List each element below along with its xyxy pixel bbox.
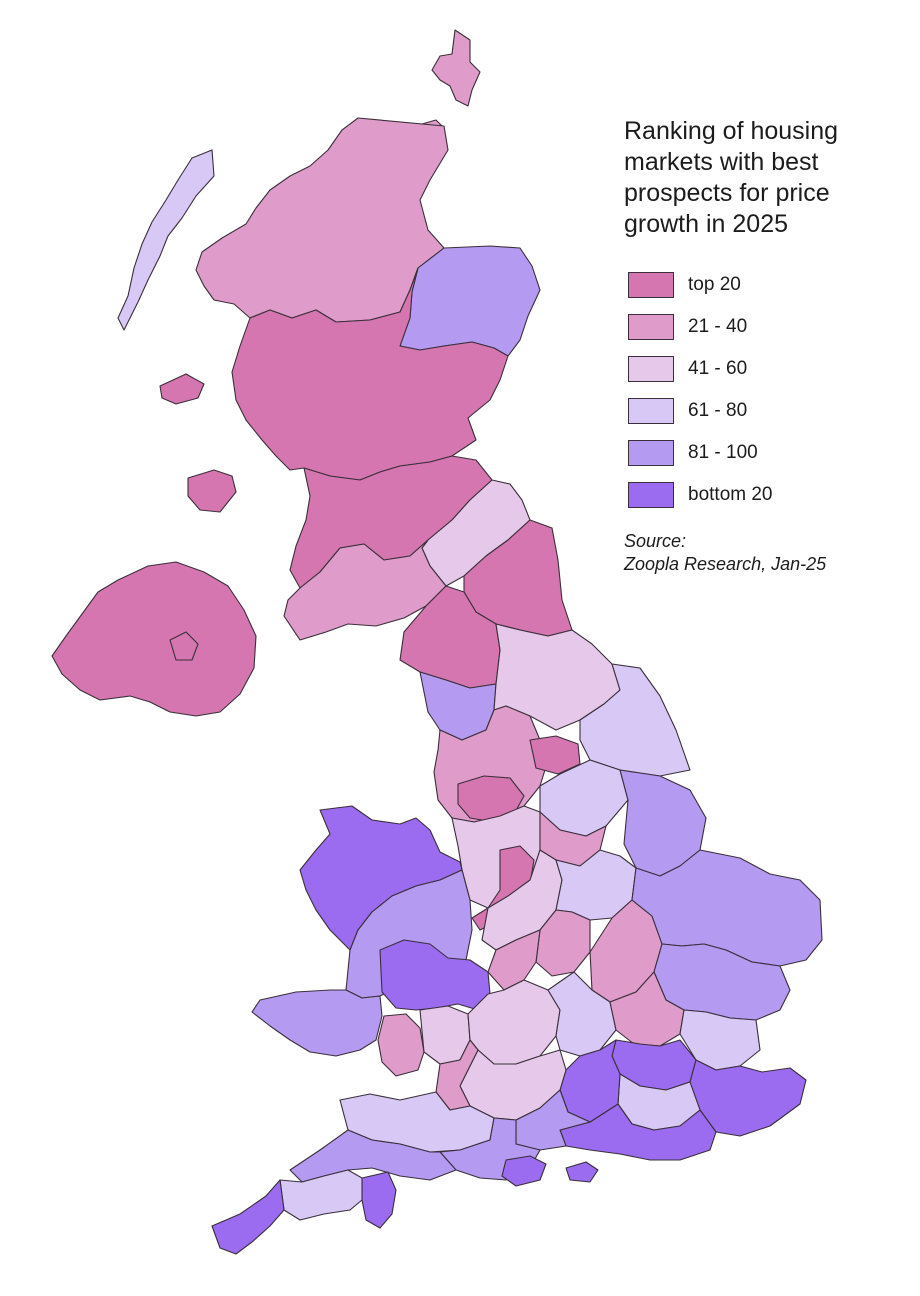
- region-northern-ireland: [51, 561, 257, 717]
- map-title: Ranking of housing markets with best pro…: [624, 117, 839, 238]
- legend-label: bottom 20: [688, 484, 773, 505]
- region-bournemouth: [501, 1155, 547, 1187]
- legend-item-61-80: 61 - 80: [628, 390, 828, 432]
- legend-label: top 20: [688, 274, 741, 295]
- region-cardiff: [377, 1013, 425, 1077]
- legend-swatch: [628, 314, 674, 340]
- legend-swatch: [628, 482, 674, 508]
- legend-swatch: [628, 272, 674, 298]
- legend-swatch: [628, 398, 674, 424]
- region-skye: [159, 373, 205, 405]
- legend-item-top-20: top 20: [628, 264, 828, 306]
- source-note: Source: Zoopla Research, Jan-25: [624, 530, 826, 576]
- legend-label: 21 - 40: [688, 316, 748, 337]
- region-central-scotland: [231, 267, 509, 481]
- region-leeds: [529, 735, 581, 775]
- legend-label: 41 - 60: [688, 358, 748, 379]
- legend-item-41-60: 41 - 60: [628, 348, 828, 390]
- region-argyll-islands: [187, 469, 237, 513]
- source-text: Zoopla Research, Jan-25: [624, 554, 827, 574]
- legend-item-bottom-20: bottom 20: [628, 474, 828, 516]
- region-south-wales: [251, 989, 383, 1057]
- region-warwick: [487, 929, 541, 991]
- legend-label: 61 - 80: [688, 400, 748, 421]
- legend-label: 81 - 100: [688, 442, 758, 463]
- region-sussex: [559, 1103, 717, 1161]
- legend-swatch: [628, 356, 674, 382]
- region-essex: [679, 1009, 761, 1071]
- region-shetland: [431, 29, 481, 107]
- region-plymouth: [279, 1169, 363, 1221]
- source-label: Source:: [624, 531, 687, 551]
- region-powys: [379, 939, 491, 1011]
- region-outer-hebrides: [117, 149, 215, 331]
- region-cornwall: [211, 1179, 285, 1255]
- legend-item-81-100: 81 - 100: [628, 432, 828, 474]
- region-exeter: [361, 1171, 397, 1229]
- region-isle-of-wight: [565, 1161, 599, 1183]
- legend-swatch: [628, 440, 674, 466]
- legend: top 20 21 - 40 41 - 60 61 - 80 81 - 100 …: [628, 264, 828, 516]
- legend-item-21-40: 21 - 40: [628, 306, 828, 348]
